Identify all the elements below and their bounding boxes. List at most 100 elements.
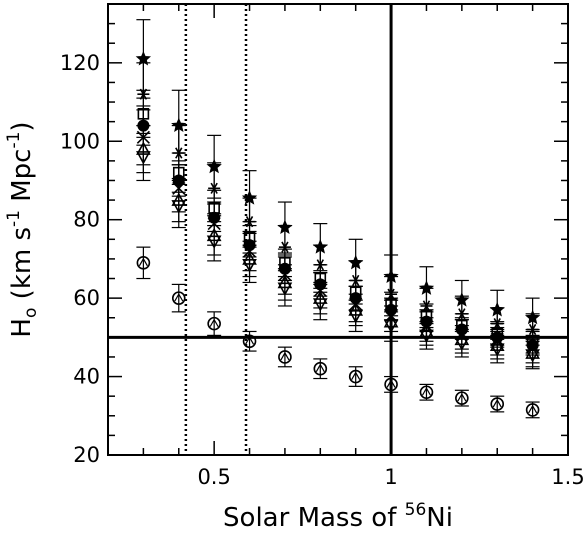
- y-tick-label: 20: [73, 443, 100, 467]
- marker-open-circle-inner: [421, 387, 427, 396]
- marker-open-circle: [455, 391, 469, 405]
- data-point: [525, 403, 540, 417]
- y-axis-title-exponent-2: -1: [4, 132, 24, 149]
- series-triangle: [136, 124, 540, 368]
- data-point: [207, 316, 221, 331]
- marker-open-circle-inner: [528, 405, 534, 414]
- marker-open-circle-inner: [425, 387, 431, 396]
- marker-open-circle-inner: [174, 293, 180, 302]
- y-axis-title-subscript: o: [21, 308, 41, 318]
- marker-open-circle: [348, 369, 363, 384]
- marker-open-circle-inner: [319, 364, 325, 373]
- plot-frame: [107, 3, 569, 456]
- y-tick-label: 80: [73, 208, 100, 232]
- y-tick-label: 120: [60, 51, 100, 75]
- x-axis-title-superscript: 56: [405, 500, 427, 520]
- data-point: [455, 391, 469, 405]
- marker-open-circle-inner: [142, 258, 148, 267]
- axis-ticks: [107, 4, 569, 456]
- y-axis-title-symbol: H: [7, 318, 37, 338]
- data-point: [137, 88, 150, 100]
- data-point: [278, 241, 291, 253]
- y-tick-label: 40: [73, 365, 100, 389]
- marker-open-circle-inner: [496, 399, 502, 408]
- x-axis-title: Solar Mass of 56Ni: [223, 500, 453, 530]
- marker-asterisk: [175, 147, 183, 159]
- y-tick-label: 100: [60, 129, 100, 153]
- x-tick-label: 1.5: [551, 465, 584, 489]
- reference-lines: [108, 4, 568, 455]
- data-point: [348, 369, 363, 384]
- marker-open-circle-inner: [492, 399, 498, 408]
- marker-open-circle-inner: [461, 393, 467, 402]
- marker-x-cross: [207, 217, 221, 231]
- data-point: [313, 361, 328, 376]
- marker-open-circle-inner: [178, 293, 184, 302]
- marker-open-circle-inner: [213, 319, 219, 327]
- series-inverted-triangle: [136, 132, 540, 370]
- marker-open-circle-inner: [315, 364, 321, 373]
- data-point: [136, 130, 150, 144]
- marker-open-circle: [490, 397, 505, 411]
- series-open-circle: [136, 246, 540, 419]
- data-point: [136, 256, 151, 270]
- marker-x-cross: [490, 332, 504, 346]
- marker-x-cross: [526, 340, 540, 354]
- marker-open-circle: [136, 256, 151, 270]
- marker-star: [135, 50, 151, 66]
- marker-open-circle-inner: [532, 405, 538, 414]
- x-tick-label: 1: [384, 465, 397, 489]
- marker-open-circle: [525, 403, 540, 417]
- marker-open-circle: [278, 350, 292, 364]
- marker-asterisk: [528, 323, 537, 336]
- data-point: [349, 297, 363, 311]
- marker-open-circle: [313, 361, 328, 376]
- data-point: [419, 385, 434, 400]
- marker-asterisk: [245, 216, 254, 228]
- x-axis-title-tail: Ni: [426, 503, 453, 530]
- marker-open-circle: [419, 385, 434, 400]
- x-axis-title-text: Solar Mass of: [223, 503, 405, 530]
- data-point: [135, 50, 151, 66]
- data-point: [278, 268, 292, 282]
- data-point: [526, 323, 539, 336]
- data-point: [419, 319, 434, 333]
- series-filled-circle: [136, 105, 540, 356]
- series-x-cross: [136, 109, 540, 364]
- data-point: [172, 181, 186, 195]
- data-point: [490, 332, 504, 346]
- data-point: [490, 397, 505, 411]
- marker-open-circle-inner: [355, 372, 361, 380]
- y-tick-label: 60: [73, 286, 100, 310]
- data-point: [526, 340, 540, 354]
- y-axis-title-units-c: ): [7, 121, 37, 131]
- marker-open-circle: [171, 291, 186, 305]
- data-point: [349, 274, 362, 287]
- marker-asterisk: [281, 241, 289, 253]
- marker-open-circle: [207, 316, 221, 331]
- series-asterisk: [136, 62, 540, 346]
- marker-open-circle-inner: [351, 372, 357, 380]
- data-point: [172, 147, 185, 159]
- data-point: [313, 283, 327, 297]
- y-axis-title-units-a: (km s: [7, 227, 37, 308]
- y-axis-title: Ho (km s-1 Mpc-1): [4, 121, 41, 337]
- marker-open-circle-inner: [457, 393, 463, 402]
- data-marks: [135, 19, 541, 419]
- marker-x-cross: [349, 297, 363, 311]
- marker-open-circle-inner: [280, 352, 286, 361]
- marker-x-cross: [419, 319, 434, 333]
- marker-open-circle-inner: [284, 352, 290, 361]
- data-point: [171, 291, 186, 305]
- marker-x-cross: [313, 283, 327, 297]
- marker-asterisk: [210, 182, 218, 194]
- y-axis-title-units-b: Mpc: [7, 149, 37, 211]
- marker-x-cross: [172, 181, 186, 195]
- data-point: [278, 350, 292, 364]
- marker-asterisk: [316, 259, 325, 271]
- marker-asterisk: [139, 88, 148, 100]
- marker-asterisk: [351, 274, 360, 287]
- x-tick-label: 0.5: [197, 465, 230, 489]
